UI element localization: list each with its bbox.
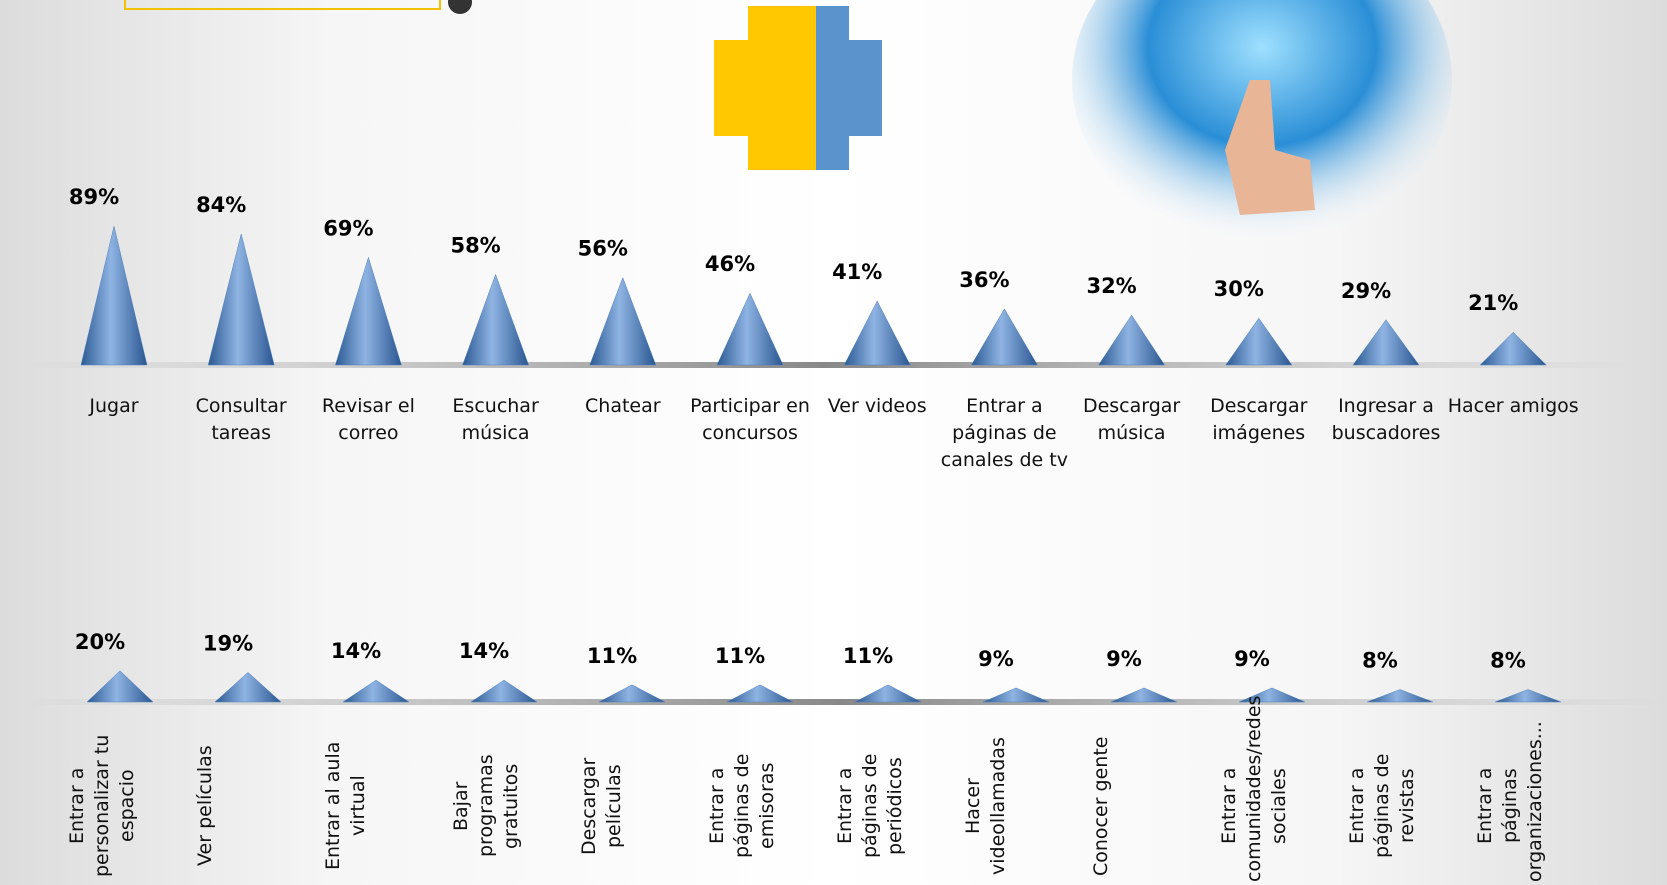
logo bbox=[714, 6, 882, 170]
cone bbox=[342, 679, 410, 703]
value-label: 14% bbox=[459, 639, 509, 663]
cone bbox=[462, 273, 529, 366]
value-label: 11% bbox=[715, 644, 765, 668]
floor bbox=[20, 362, 1630, 368]
category-label: Entrar a personalizar tu espacio bbox=[66, 734, 138, 878]
floor bbox=[20, 699, 1660, 705]
cone bbox=[970, 308, 1038, 366]
cone bbox=[86, 670, 154, 703]
cone bbox=[1479, 331, 1547, 366]
category-label: Escuchar música bbox=[452, 395, 539, 444]
category-label: Hacer videollamadas bbox=[962, 737, 1009, 875]
cone bbox=[982, 687, 1050, 703]
value-label: 30% bbox=[1214, 277, 1264, 301]
value-label: 41% bbox=[832, 260, 882, 284]
category-label: Ver películas bbox=[194, 745, 216, 867]
category-label: Revisar el correo bbox=[321, 395, 415, 444]
category-label: Bajar programas gratuitos bbox=[450, 754, 522, 858]
value-label: 89% bbox=[69, 185, 119, 209]
value-label: 19% bbox=[203, 631, 253, 655]
category-label: Entrar a comunidades/redes sociales bbox=[1218, 695, 1290, 882]
value-label: 9% bbox=[1234, 647, 1270, 671]
value-label: 36% bbox=[959, 268, 1009, 292]
category-label: Chatear bbox=[585, 395, 661, 417]
hand-image bbox=[1072, 0, 1452, 245]
cone bbox=[1110, 687, 1178, 703]
cone bbox=[1494, 689, 1562, 703]
cone bbox=[1098, 314, 1166, 366]
value-label: 9% bbox=[978, 647, 1014, 671]
cone bbox=[335, 256, 402, 366]
category-label: Ingresar a buscadores bbox=[1331, 395, 1441, 444]
value-label: 84% bbox=[196, 193, 246, 217]
category-label: Descargar imágenes bbox=[1210, 395, 1308, 444]
cone bbox=[854, 684, 922, 703]
value-label: 21% bbox=[1468, 291, 1518, 315]
category-label: Descargar películas bbox=[578, 757, 625, 855]
cone bbox=[726, 684, 794, 703]
cone bbox=[598, 684, 666, 703]
value-label: 14% bbox=[331, 639, 381, 663]
category-label: Descargar música bbox=[1082, 395, 1181, 444]
category-label: Entrar a páginas de canales de tv bbox=[940, 395, 1068, 471]
value-label: 11% bbox=[843, 644, 893, 668]
cone bbox=[207, 233, 275, 366]
value-label: 20% bbox=[75, 630, 125, 654]
cone bbox=[1238, 687, 1306, 703]
category-label: Consultar tareas bbox=[195, 395, 287, 444]
category-label: Entrar a páginas organizaciones... bbox=[1474, 721, 1546, 882]
value-label: 58% bbox=[450, 234, 500, 258]
value-label: 46% bbox=[705, 252, 755, 276]
cone bbox=[589, 276, 657, 366]
frame bbox=[124, 0, 441, 10]
cone bbox=[470, 679, 538, 703]
value-label: 29% bbox=[1341, 279, 1391, 303]
cone bbox=[843, 300, 911, 366]
category-label: Conocer gente bbox=[1090, 736, 1112, 876]
category-label: Jugar bbox=[89, 395, 139, 417]
category-label: Participar en concursos bbox=[690, 395, 810, 444]
value-label: 32% bbox=[1086, 274, 1136, 298]
category-label: Entrar a páginas de periódicos bbox=[834, 753, 906, 859]
cone bbox=[1352, 319, 1420, 366]
category-label: Entrar a páginas de emisoras bbox=[706, 753, 778, 859]
value-label: 8% bbox=[1490, 649, 1526, 673]
decoration bbox=[448, 0, 472, 14]
value-label: 11% bbox=[587, 644, 637, 668]
cone bbox=[1225, 317, 1293, 366]
category-label: Ver videos bbox=[827, 395, 927, 417]
cone bbox=[1366, 689, 1434, 703]
category-label: Hacer amigos bbox=[1447, 395, 1579, 417]
category-label: Entrar a páginas de revistas bbox=[1346, 753, 1418, 859]
value-label: 56% bbox=[578, 237, 628, 261]
value-label: 69% bbox=[323, 216, 373, 240]
category-label: Entrar al aula virtual bbox=[322, 741, 369, 871]
cone bbox=[80, 226, 148, 366]
value-label: 8% bbox=[1362, 649, 1398, 673]
cone bbox=[716, 292, 784, 366]
value-label: 9% bbox=[1106, 647, 1142, 671]
cone bbox=[214, 672, 282, 703]
